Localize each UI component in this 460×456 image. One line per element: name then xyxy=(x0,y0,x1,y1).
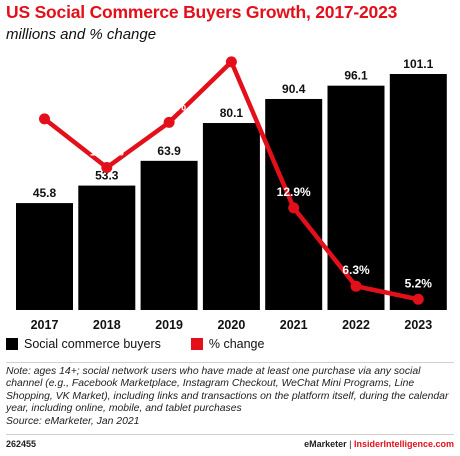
change-label-2020: 25.2% xyxy=(214,39,248,53)
divider-bottom xyxy=(6,434,454,435)
footer: 262455 eMarketer | InsiderIntelligence.c… xyxy=(6,439,454,449)
x-tick-2017: 2017 xyxy=(31,318,59,332)
bar-label-2023: 101.1 xyxy=(403,57,433,71)
bar-2018 xyxy=(78,185,136,310)
bar-2020 xyxy=(202,123,260,310)
bars-layer xyxy=(16,74,447,310)
change-label-2021: 12.9% xyxy=(277,185,311,199)
bar-2022 xyxy=(327,85,385,310)
divider-top xyxy=(6,362,454,363)
x-tick-2019: 2019 xyxy=(155,318,183,332)
bar-label-2020: 80.1 xyxy=(220,106,244,120)
bar-label-2018: 53.3 xyxy=(95,169,119,183)
footer-brand: eMarketer | InsiderIntelligence.com xyxy=(304,439,454,449)
x-tick-2023: 2023 xyxy=(404,318,432,332)
chart-title: US Social Commerce Buyers Growth, 2017-2… xyxy=(6,2,398,22)
bar-label-2019: 63.9 xyxy=(157,144,181,158)
change-point-2018 xyxy=(101,162,113,174)
legend-label-change: % change xyxy=(208,337,265,351)
chart-id: 262455 xyxy=(6,439,37,449)
change-point-2023 xyxy=(412,293,424,305)
legend-label-buyers: Social commerce buyers xyxy=(24,337,161,351)
change-point-2017 xyxy=(39,113,50,125)
brand-insider-intelligence[interactable]: InsiderIntelligence.com xyxy=(353,439,454,449)
chart-note: Note: ages 14+; social network users who… xyxy=(6,366,454,428)
change-label-2023: 5.2% xyxy=(405,276,433,290)
x-tick-2020: 2020 xyxy=(217,318,245,332)
bar-label-2021: 90.4 xyxy=(282,82,306,96)
bar-2019 xyxy=(140,160,198,310)
note-text: Note: ages 14+; social network users who… xyxy=(6,366,449,415)
brand-emarketer[interactable]: eMarketer xyxy=(304,439,347,449)
x-ticks-layer: 2017 2018 2019 2020 2021 2022 2023 xyxy=(31,318,433,332)
change-label-2019: 20.1% xyxy=(152,99,186,113)
brand-separator: | xyxy=(349,439,352,449)
line-layer xyxy=(39,56,424,305)
change-point-2020 xyxy=(225,56,237,68)
legend-item-change: % change xyxy=(190,337,265,351)
bar-2023 xyxy=(389,74,447,310)
chart-plot: 45.8 53.3 63.9 80.1 90.4 96.1 101.1 20.4% 16.3%… xyxy=(16,39,447,332)
change-label-2022: 6.3% xyxy=(342,263,370,277)
change-point-2021 xyxy=(288,202,300,214)
x-tick-2022: 2022 xyxy=(342,318,370,332)
change-point-2022 xyxy=(350,280,362,292)
bar-label-2022: 96.1 xyxy=(344,69,368,83)
legend-swatch-buyers xyxy=(6,338,18,350)
change-label-2017: 20.4% xyxy=(27,96,61,110)
bar-2017 xyxy=(16,203,73,310)
chart-subtitle: millions and % change xyxy=(6,26,157,43)
change-label-2018: 16.3% xyxy=(90,145,124,159)
x-tick-2021: 2021 xyxy=(280,318,308,332)
bar-label-2017: 45.8 xyxy=(33,186,57,200)
chart-legend: Social commerce buyers % change xyxy=(6,337,294,351)
line-labels-layer: 20.4% 16.3% 20.1% 25.2% 12.9% 6.3% 5.2% xyxy=(27,39,432,290)
x-tick-2018: 2018 xyxy=(93,318,121,332)
legend-swatch-change xyxy=(190,338,203,350)
bar-labels-layer: 45.8 53.3 63.9 80.1 90.4 96.1 101.1 xyxy=(33,57,434,200)
legend-item-buyers: Social commerce buyers xyxy=(6,337,161,351)
change-point-2019 xyxy=(163,116,175,128)
note-source: Source: eMarketer, Jan 2021 xyxy=(6,415,140,427)
